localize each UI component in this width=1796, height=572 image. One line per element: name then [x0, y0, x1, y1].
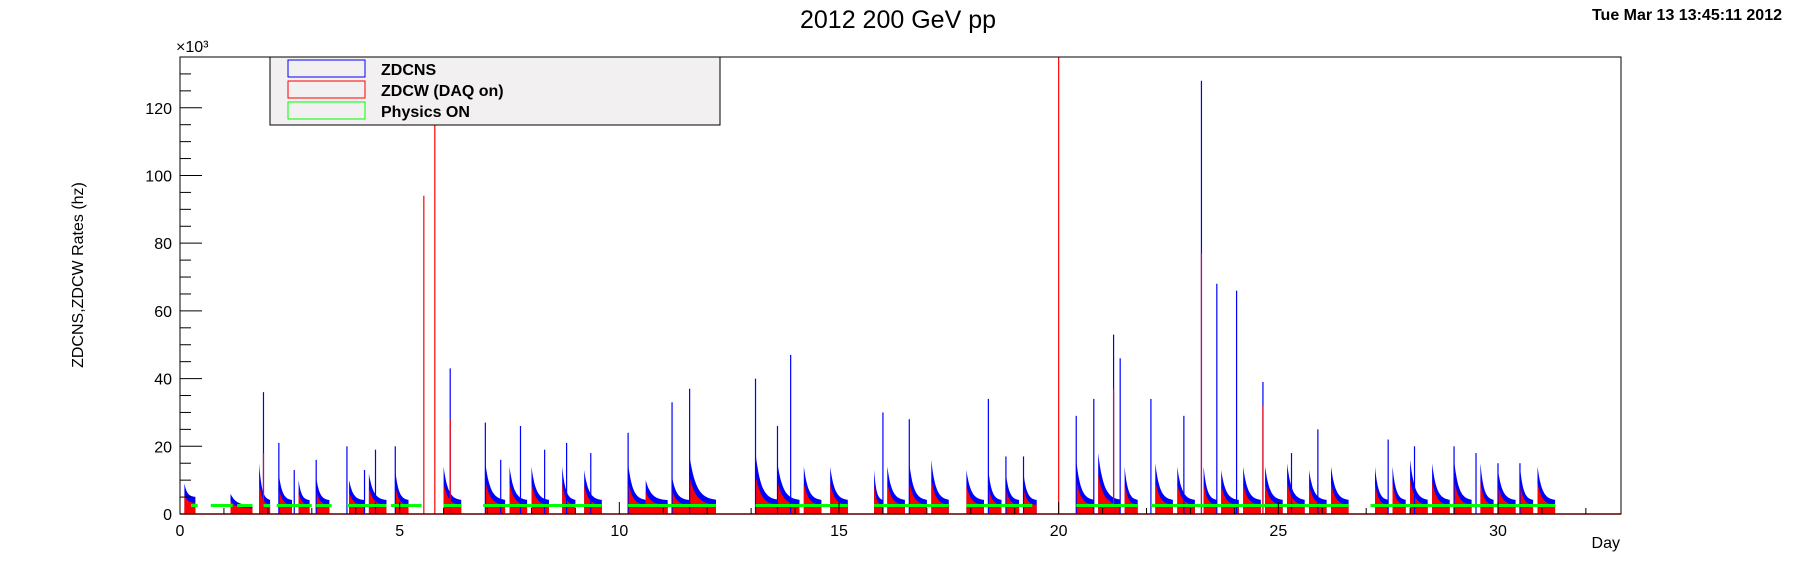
zdcw-fill-16 — [645, 492, 668, 514]
x-tick-label-2: 10 — [610, 523, 628, 540]
x-tick-label-0: 0 — [176, 523, 185, 540]
axis-layer: 0 5 10 15 20 25 30 0 20 40 60 80 100 120 — [145, 56, 1587, 540]
legend-entry-zdcw: ZDCW (DAQ on) — [287, 80, 504, 100]
x-tick-label-5: 25 — [1269, 523, 1287, 540]
zdcw-fill-17 — [672, 489, 690, 514]
y-tick-label-6: 120 — [145, 101, 172, 118]
y-tick-label-0: 0 — [163, 507, 172, 524]
plot-area: 0 5 10 15 20 25 30 0 20 40 60 80 100 120 — [145, 56, 1622, 540]
legend-label-zdcns: ZDCNS — [381, 62, 436, 79]
data-layer — [180, 57, 1621, 515]
legend-label-zdcw: ZDCW (DAQ on) — [381, 83, 504, 100]
legend-swatch-zdcns — [287, 59, 366, 78]
zdcw-fill-7 — [368, 487, 387, 514]
zdcw-fill-3 — [278, 487, 292, 514]
x-tick-label-4: 20 — [1050, 523, 1068, 540]
y-tick-label-3: 60 — [154, 304, 172, 321]
legend-entry-zdcns: ZDCNS — [287, 59, 436, 79]
legend-entry-physics-on: Physics ON — [287, 101, 470, 121]
zdcw-fill-4 — [298, 492, 310, 514]
zdcw-fill-6 — [349, 492, 365, 514]
legend-box — [269, 56, 721, 126]
y-tick-label-5: 100 — [145, 168, 172, 185]
y-tick-label-1: 20 — [154, 439, 172, 456]
x-axis-label: Day — [1592, 535, 1620, 552]
x-tick-label-3: 15 — [830, 523, 848, 540]
x-tick-label-1: 5 — [395, 523, 404, 540]
legend-label-physics-on: Physics ON — [381, 104, 470, 121]
legend: ZDCNS ZDCW (DAQ on) Physics ON — [269, 56, 721, 126]
timestamp: Tue Mar 13 13:45:11 2012 — [1592, 7, 1782, 24]
plot-frame — [179, 56, 1622, 515]
zdcw-fill-5 — [316, 489, 330, 514]
x-tick-label-6: 30 — [1489, 523, 1507, 540]
y-tick-label-4: 80 — [154, 236, 172, 253]
y-axis-label: ZDCNS,ZDCW Rates (hz) — [70, 182, 87, 368]
chart-title: 2012 200 GeV pp — [800, 6, 996, 34]
zdcw-fill-0 — [184, 494, 196, 514]
y-exponent-label: ×10³ — [176, 39, 209, 56]
zdcw-fill-29 — [1005, 487, 1020, 514]
legend-swatch-physics-on — [287, 101, 366, 120]
legend-swatch-zdcw — [287, 80, 366, 99]
zdcw-fill-1 — [230, 500, 253, 514]
zdcw-fill-30 — [1023, 487, 1037, 514]
y-tick-label-2: 40 — [154, 372, 172, 389]
